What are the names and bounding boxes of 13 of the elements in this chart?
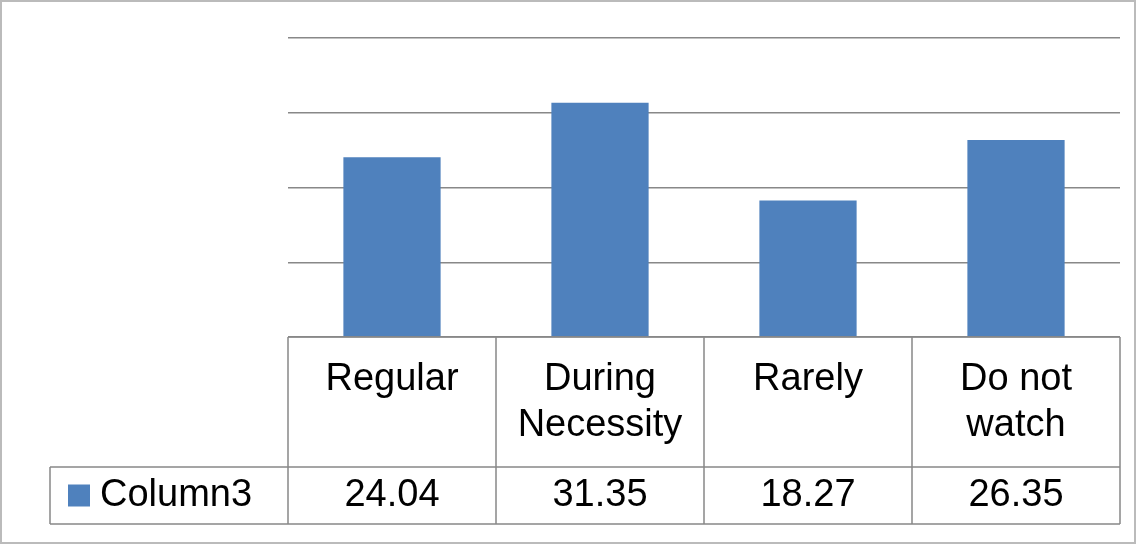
bar — [343, 157, 441, 337]
data-label: 18.27 — [760, 471, 856, 514]
data-label: 26.35 — [968, 471, 1064, 514]
bar — [551, 102, 649, 337]
bar — [759, 200, 857, 337]
legend-label: Column3 — [100, 471, 253, 514]
x-tick-label: Regular — [325, 356, 459, 399]
data-label: 24.04 — [344, 471, 440, 514]
bar — [967, 140, 1065, 337]
data-label: 31.35 — [552, 471, 648, 514]
x-tick-label: Rarely — [753, 356, 863, 399]
x-tick-label: Do not watch — [960, 356, 1073, 444]
x-tick-label: During Necessity — [517, 356, 683, 444]
